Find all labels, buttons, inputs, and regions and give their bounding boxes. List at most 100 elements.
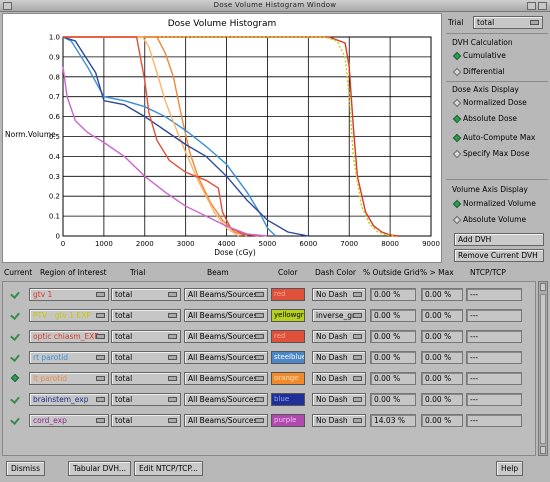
chevron-down-icon (353, 334, 362, 339)
roi-select[interactable]: rt parotid (29, 351, 109, 364)
radio-differential-label: Differential (463, 67, 505, 76)
current-selected-icon[interactable] (10, 373, 20, 383)
beam-select[interactable]: All Beams/Sources (184, 414, 268, 427)
roi-select[interactable]: lt parotid (29, 372, 109, 385)
radio-cumulative[interactable]: Cumulative (452, 51, 506, 60)
dash-color-select[interactable]: No Dash (312, 330, 366, 343)
dash-color-select[interactable]: No Dash (312, 372, 366, 385)
beam-select[interactable]: All Beams/Sources (184, 309, 268, 322)
trial-value: total (115, 395, 133, 404)
color-name: red (274, 332, 286, 340)
radio-normalized-volume[interactable]: Normalized Volume (452, 199, 536, 208)
y-tick-label: 0.6 (49, 113, 61, 121)
checkmark-icon[interactable] (11, 290, 19, 298)
table-row: cord_exp total All Beams/Sources purple No D… (3, 410, 535, 430)
roi-select[interactable]: brainstem_exp (29, 393, 109, 406)
dash-color-select[interactable]: No Dash (312, 288, 366, 301)
dash-color-select[interactable]: No Dash (312, 414, 366, 427)
trial-select[interactable]: total (111, 330, 181, 343)
trial-select[interactable]: total (473, 16, 543, 29)
radio-specify-max-dose[interactable]: Specify Max Dose (452, 149, 529, 158)
roi-select[interactable]: gtv 1 (29, 288, 109, 301)
roi-select[interactable]: PTV - gtv 1 EXP (29, 309, 109, 322)
roi-color-swatch[interactable]: yellowgre (271, 309, 305, 322)
divider (446, 179, 548, 180)
pct-max-value: 0.00 % (425, 395, 452, 404)
radio-differential[interactable]: Differential (452, 67, 505, 76)
radio-selected-icon (452, 199, 462, 208)
roi-color-swatch[interactable]: steelblue (271, 351, 305, 364)
radio-absolute-volume[interactable]: Absolute Volume (452, 215, 526, 224)
chevron-down-icon (168, 355, 177, 360)
checkmark-icon[interactable] (11, 311, 19, 319)
dash-color-select[interactable]: No Dash (312, 393, 366, 406)
x-tick-label: 6000 (299, 240, 317, 248)
checkmark-icon[interactable] (11, 353, 19, 361)
scrollbar-thumb[interactable] (540, 294, 546, 444)
trial-select[interactable]: total (111, 372, 181, 385)
radio-auto-compute-max[interactable]: Auto-Compute Max (452, 133, 535, 142)
roi-name: gtv 1 (33, 290, 53, 299)
table-header: Current Region of Interest Trial Beam Co… (0, 268, 550, 280)
beam-select[interactable]: All Beams/Sources (184, 330, 268, 343)
chevron-down-icon (96, 313, 105, 318)
beam-select[interactable]: All Beams/Sources (184, 288, 268, 301)
trial-value: total (115, 416, 133, 425)
outside-grid-value: 0.00 % (374, 332, 401, 341)
pct-max-field: 0.00 % (421, 393, 463, 406)
beam-value: All Beams/Sources (188, 416, 258, 425)
chart-series (62, 36, 399, 237)
checkmark-icon[interactable] (11, 332, 19, 340)
remove-current-dvh-button[interactable]: Remove Current DVH (454, 249, 544, 262)
maximize-button[interactable] (538, 2, 547, 10)
trial-select[interactable]: total (111, 351, 181, 364)
roi-select[interactable]: cord_exp (29, 414, 109, 427)
x-tick-label: 0 (61, 240, 65, 248)
trial-select[interactable]: total (111, 288, 181, 301)
ntcp-value: --- (470, 332, 479, 341)
table-scrollbar[interactable] (538, 281, 548, 456)
x-tick-label: 1000 (95, 240, 113, 248)
checkmark-icon[interactable] (11, 416, 19, 424)
radio-absolute-dose[interactable]: Absolute Dose (452, 114, 517, 123)
tabular-dvh-button[interactable]: Tabular DVH... (68, 461, 132, 476)
beam-select[interactable]: All Beams/Sources (184, 393, 268, 406)
color-name: purple (274, 416, 297, 424)
outside-grid-field: 14.03 % (370, 414, 416, 427)
table-row: gtv 1 total All Beams/Sources red No Dash 0.0… (3, 284, 535, 304)
outside-grid-value: 0.00 % (374, 311, 401, 320)
window-menu-button[interactable] (3, 2, 12, 10)
checkmark-icon[interactable] (11, 395, 19, 403)
ntcp-value: --- (470, 416, 479, 425)
pct-max-value: 0.00 % (425, 290, 452, 299)
dismiss-button[interactable]: Dismiss (6, 461, 45, 476)
beam-value: All Beams/Sources (188, 353, 258, 362)
roi-color-swatch[interactable]: blue (271, 393, 305, 406)
scroll-up-arrow-icon[interactable] (540, 283, 546, 291)
roi-color-swatch[interactable]: orange (271, 372, 305, 385)
x-tick-label: 5000 (259, 240, 277, 248)
radio-normalized-dose[interactable]: Normalized Dose (452, 98, 527, 107)
ntcp-field: --- (466, 414, 522, 427)
dash-color-select[interactable]: No Dash (312, 351, 366, 364)
roi-select[interactable]: optic chiasm_EXP (29, 330, 109, 343)
trial-select[interactable]: total (111, 414, 181, 427)
beam-select[interactable]: All Beams/Sources (184, 372, 268, 385)
scroll-down-arrow-icon[interactable] (540, 446, 546, 454)
dash-color-select[interactable]: inverse_gr (312, 309, 366, 322)
roi-color-swatch[interactable]: purple (271, 414, 305, 427)
minimize-button[interactable] (527, 2, 536, 10)
roi-color-swatch[interactable]: red (271, 288, 305, 301)
edit-ntcp-tcp-button[interactable]: Edit NTCP/TCP... (134, 461, 203, 476)
beam-select[interactable]: All Beams/Sources (184, 351, 268, 364)
trial-select[interactable]: total (111, 393, 181, 406)
add-dvh-button[interactable]: Add DVH (454, 233, 544, 246)
header-pct-max: % > Max (420, 268, 454, 277)
trial-select[interactable]: total (111, 309, 181, 322)
y-tick-label: 0.8 (49, 73, 60, 81)
help-button[interactable]: Help (496, 461, 524, 476)
ntcp-value: --- (470, 395, 479, 404)
y-tick-label: 0.5 (49, 133, 60, 141)
trial-select-value: total (477, 18, 495, 27)
roi-color-swatch[interactable]: red (271, 330, 305, 343)
